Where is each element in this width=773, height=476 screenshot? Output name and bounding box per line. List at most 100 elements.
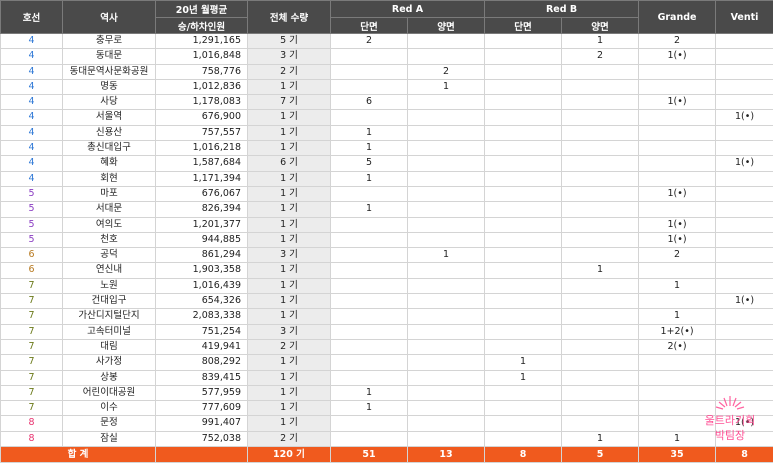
cell-station: 동대문 <box>62 48 156 65</box>
cell-grande <box>638 78 717 96</box>
table-header: 호선 역사 20년 월평균 전체 수량 Red A Red B Grande V… <box>0 0 773 34</box>
cell-station: 노원 <box>62 277 156 295</box>
cell-count: 1 기 <box>247 293 331 310</box>
cell-grande <box>638 140 717 157</box>
table-row: 7 대림 419,941 2 기 2(•) <box>0 338 773 356</box>
cell-venti <box>715 262 773 279</box>
cell-riders: 1,178,083 <box>155 94 248 111</box>
cell-station: 공덕 <box>62 247 156 264</box>
cell-riders: 757,557 <box>155 124 248 142</box>
cell-red-a-single: 1 <box>330 201 408 218</box>
header-riders-line2: 승/하차인원 <box>155 17 248 34</box>
cell-venti <box>715 277 773 295</box>
header-grande: Grande <box>638 0 717 34</box>
cell-red-a-single <box>330 185 408 203</box>
cell-red-b-double <box>560 323 640 340</box>
cell-red-a-double: 2 <box>407 63 485 80</box>
cell-station: 고속터미널 <box>62 323 156 340</box>
cell-count: 1 기 <box>247 78 331 96</box>
cell-red-a-single <box>330 338 408 356</box>
cell-red-b-double <box>560 354 640 371</box>
cell-line: 4 <box>0 78 63 96</box>
cell-red-a-single <box>330 231 408 249</box>
cell-station: 명동 <box>62 78 156 96</box>
cell-grande <box>638 369 717 386</box>
cell-line: 8 <box>0 430 63 448</box>
cell-red-b-double: 1 <box>560 430 640 448</box>
cell-station: 천호 <box>62 231 156 249</box>
cell-red-a-double <box>407 94 485 111</box>
cell-red-a-single: 1 <box>330 400 408 417</box>
cell-line: 7 <box>0 400 63 417</box>
cell-station: 가산디지털단지 <box>62 308 156 325</box>
cell-red-a-double <box>407 170 485 187</box>
cell-riders: 1,012,836 <box>155 78 248 96</box>
cell-station: 여의도 <box>62 216 156 233</box>
cell-riders: 991,407 <box>155 415 248 432</box>
watermark-line2: 박팀장 <box>714 429 746 442</box>
cell-station: 회현 <box>62 170 156 187</box>
cell-venti <box>715 354 773 371</box>
cell-red-b-double <box>560 155 640 172</box>
cell-line: 4 <box>0 48 63 65</box>
cell-venti <box>715 308 773 325</box>
cell-red-b-double <box>560 185 640 203</box>
cell-count: 1 기 <box>247 415 331 432</box>
cell-station: 어린이대공원 <box>62 384 156 402</box>
cell-red-b-single <box>484 338 562 356</box>
cell-red-b-single <box>484 63 562 80</box>
cell-count: 1 기 <box>247 308 331 325</box>
cell-venti <box>715 48 773 65</box>
cell-red-b-single <box>484 308 562 325</box>
table-row: 7 건대입구 654,326 1 기 1(•) <box>0 293 773 310</box>
cell-venti <box>715 247 773 264</box>
cell-red-a-single <box>330 63 408 80</box>
cell-red-a-double <box>407 262 485 279</box>
cell-red-a-single <box>330 78 408 96</box>
cell-line: 4 <box>0 155 63 172</box>
cell-count: 1 기 <box>247 262 331 279</box>
cell-count: 1 기 <box>247 140 331 157</box>
cell-station: 서대문 <box>62 201 156 218</box>
cell-red-b-double <box>560 384 640 402</box>
cell-count: 6 기 <box>247 155 331 172</box>
cell-count: 3 기 <box>247 247 331 264</box>
cell-red-a-double <box>407 277 485 295</box>
header-red-a: Red A <box>330 0 485 18</box>
cell-red-a-double <box>407 354 485 371</box>
cell-venti: 1(•) <box>715 155 773 172</box>
cell-riders: 1,587,684 <box>155 155 248 172</box>
cell-line: 4 <box>0 170 63 187</box>
cell-red-b-double <box>560 170 640 187</box>
cell-red-b-double <box>560 400 640 417</box>
cell-station: 잠실 <box>62 430 156 448</box>
cell-station: 동대문역사문화공원 <box>62 63 156 80</box>
cell-riders: 676,067 <box>155 185 248 203</box>
cell-red-b-double <box>560 216 640 233</box>
header-red-a-double: 양면 <box>407 17 485 34</box>
cell-grande: 1 <box>638 308 717 325</box>
cell-line: 4 <box>0 109 63 126</box>
total-red-a-single: 51 <box>330 446 408 464</box>
cell-red-a-double <box>407 308 485 325</box>
cell-line: 7 <box>0 384 63 402</box>
cell-count: 1 기 <box>247 185 331 203</box>
cell-venti <box>715 78 773 96</box>
cell-count: 1 기 <box>247 170 331 187</box>
cell-venti <box>715 63 773 80</box>
cell-red-a-double <box>407 231 485 249</box>
cell-count: 7 기 <box>247 94 331 111</box>
cell-grande: 1 <box>638 277 717 295</box>
cell-red-b-double <box>560 63 640 80</box>
cell-riders: 752,038 <box>155 430 248 448</box>
cell-red-b-single: 1 <box>484 369 562 386</box>
cell-red-b-single <box>484 384 562 402</box>
cell-count: 2 기 <box>247 430 331 448</box>
cell-riders: 1,016,439 <box>155 277 248 295</box>
cell-station: 혜화 <box>62 155 156 172</box>
cell-red-a-double <box>407 323 485 340</box>
cell-riders: 758,776 <box>155 63 248 80</box>
